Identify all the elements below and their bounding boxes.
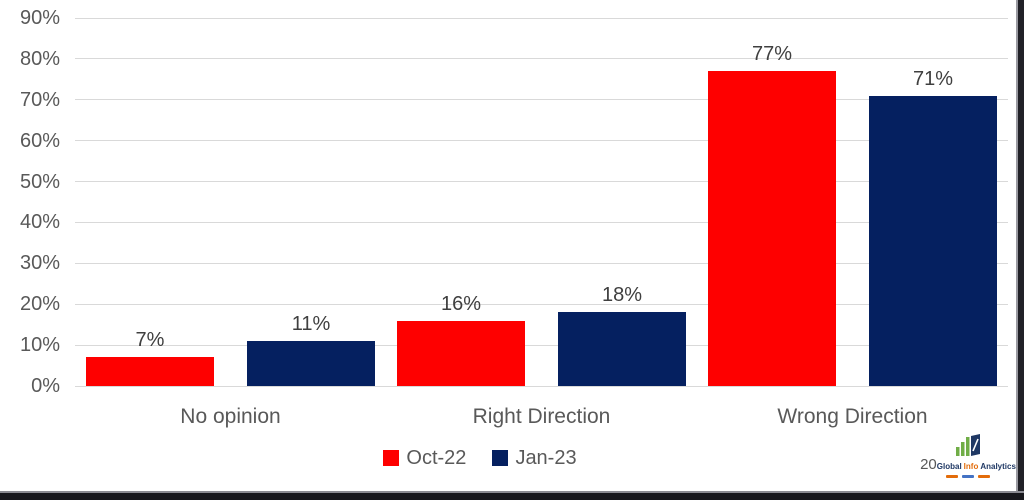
gridline-80% [75,58,1008,60]
bar-jan-23-right-direction [558,312,686,386]
gridline-20% [75,303,1008,305]
bottom-border [0,491,1024,500]
logo-word-global: Global [936,462,962,471]
bar-oct-22-right-direction [397,320,525,386]
legend: Oct-22 Jan-23 [0,447,992,469]
bar-oct-22-no-opinion [86,357,214,386]
y-axis-tick-label: 50% [19,170,60,193]
bar-jan-23-wrong-direction [869,95,997,386]
logo-word-analytics: Analytics [980,462,1016,471]
logo-tagline [946,475,990,478]
gridline-10% [75,344,1008,346]
y-axis-tick-label: 60% [19,129,60,152]
gridline-30% [75,262,1008,264]
gridline-70% [75,99,1008,101]
legend-swatch-icon [383,450,400,466]
gridline-40% [75,221,1008,223]
legend-swatch-icon [492,450,509,466]
logo-global-info-analytics: 20 Global Info Analytics [920,433,1016,478]
bar-value-label: 71% [912,67,954,90]
legend-item-jan-23: Jan-23 [492,447,577,469]
y-axis-tick-label: 90% [19,7,60,29]
logo-prefix: 20 [920,456,937,473]
right-border [1016,0,1024,500]
y-axis-tick-label: 20% [19,293,60,316]
logo-text: 20 Global Info Analytics [920,456,1016,473]
gridline-50% [75,181,1008,183]
y-axis-tick-label: 70% [19,88,60,111]
logo-word-info: Info [963,462,979,471]
gridline-90% [75,17,1008,19]
y-axis-tick-label: 40% [19,211,60,234]
x-axis-category-label: No opinion [180,405,281,428]
bar-value-label: 7% [135,329,165,352]
bar-value-label: 11% [291,313,331,336]
bar-value-label: 18% [601,284,643,307]
bar-value-label: 16% [440,292,482,315]
gridline-60% [75,140,1008,142]
x-axis-category-label: Wrong Direction [777,405,928,428]
gridline-0% [75,385,1008,387]
y-axis-tick-label: 80% [19,47,60,70]
y-axis-tick-label: 0% [31,375,60,397]
legend-label: Oct-22 [406,447,467,469]
legend-label: Jan-23 [515,447,577,469]
x-axis-category-label: Right Direction [472,405,611,428]
bar-oct-22-wrong-direction [708,71,836,386]
y-axis-tick-label: 30% [19,252,60,275]
bar-value-label: 77% [751,43,793,66]
legend-item-oct-22: Oct-22 [383,447,466,469]
logo-bar-chart-icon [956,434,980,456]
bar-jan-23-no-opinion [247,341,375,386]
y-axis-tick-label: 10% [19,334,60,357]
